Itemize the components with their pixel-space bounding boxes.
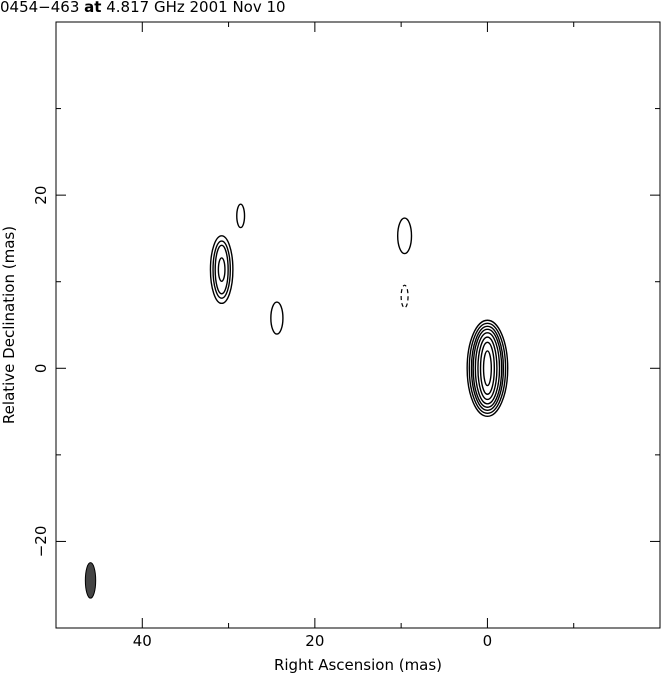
y-tick-label: 20	[32, 186, 50, 205]
contour-ellipse	[468, 322, 507, 415]
contour-ellipse	[474, 332, 501, 405]
title-at: at	[84, 0, 102, 16]
chart-title: 0454−463 at 4.817 GHz 2001 Nov 10	[0, 0, 661, 20]
y-axis-label: Relative Declination (mas)	[0, 226, 18, 424]
contour-ellipse	[212, 240, 231, 299]
jet-knot-bright-component	[209, 235, 234, 305]
title-date: 2001 Nov 10	[189, 0, 286, 16]
jet-knot-east-component	[396, 217, 413, 255]
tick-labels: 40 20 0 20 0 −20	[32, 186, 492, 650]
axis-ticks	[56, 22, 660, 628]
title-frequency: 4.817 GHz	[106, 0, 185, 16]
y-tick-label: −20	[32, 526, 50, 558]
core-component	[466, 319, 509, 418]
x-tick-label: 40	[133, 632, 152, 650]
negative-contour	[400, 284, 409, 309]
title-source: 0454−463	[0, 0, 80, 16]
x-tick-label: 0	[483, 632, 493, 650]
beam-ellipse	[84, 562, 97, 599]
plot-frame	[55, 21, 661, 629]
contour-ellipse	[482, 350, 493, 387]
y-tick-label: 0	[32, 364, 50, 374]
contour-ellipse	[236, 203, 246, 229]
contour-ellipse	[209, 235, 234, 305]
contour-ellipse	[477, 336, 498, 401]
contour-ellipse	[479, 341, 496, 395]
negative-contours	[400, 284, 409, 309]
contour-ellipse	[217, 257, 226, 282]
x-axis-label: Right Ascension (mas)	[274, 656, 442, 674]
jet-knot-south-component	[270, 301, 284, 335]
contour-ellipse	[470, 325, 505, 411]
contour-components	[209, 203, 509, 418]
contour-ellipse	[466, 319, 509, 418]
contour-ellipse	[396, 217, 413, 255]
jet-knot-north-component	[236, 203, 246, 229]
x-tick-label: 20	[305, 632, 324, 650]
contour-ellipse	[472, 328, 503, 408]
beam-group	[84, 562, 97, 599]
contour-ellipse	[270, 301, 284, 335]
contour-ellipse	[214, 244, 229, 295]
